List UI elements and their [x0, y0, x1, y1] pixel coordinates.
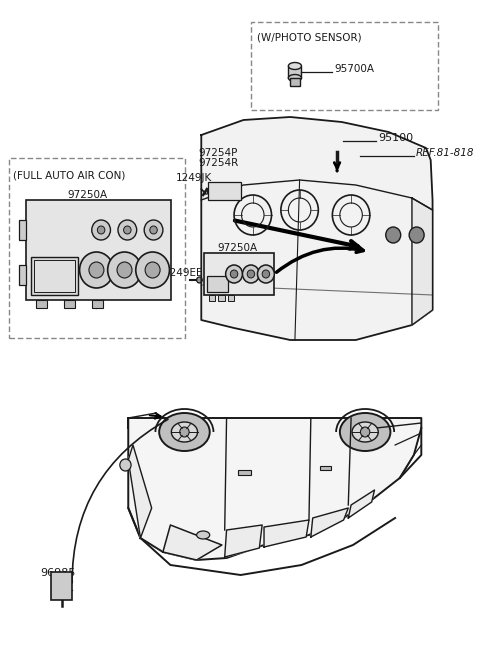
- Bar: [331, 136, 343, 146]
- Text: 97254R: 97254R: [199, 158, 239, 168]
- Ellipse shape: [352, 422, 378, 442]
- Text: 97250A: 97250A: [67, 190, 108, 200]
- Bar: [36, 300, 47, 308]
- Circle shape: [144, 220, 163, 240]
- Ellipse shape: [340, 413, 390, 451]
- Circle shape: [247, 270, 255, 278]
- Bar: [31, 257, 78, 295]
- Circle shape: [123, 226, 131, 234]
- Bar: [228, 295, 234, 301]
- Ellipse shape: [171, 422, 198, 442]
- Text: 97250A: 97250A: [217, 243, 257, 253]
- Bar: [218, 295, 225, 301]
- Bar: [288, 66, 301, 78]
- Ellipse shape: [288, 75, 301, 81]
- Polygon shape: [163, 525, 222, 560]
- Text: (W/PHOTO SENSOR): (W/PHOTO SENSOR): [256, 32, 361, 42]
- Circle shape: [207, 188, 214, 195]
- Polygon shape: [201, 117, 432, 340]
- Bar: [209, 295, 216, 301]
- Polygon shape: [128, 445, 152, 538]
- Text: 1249EE: 1249EE: [164, 268, 204, 278]
- Circle shape: [226, 265, 242, 283]
- Bar: [10, 158, 185, 338]
- Ellipse shape: [288, 62, 301, 70]
- Polygon shape: [348, 490, 374, 518]
- Circle shape: [92, 220, 110, 240]
- Bar: [26, 200, 171, 300]
- Ellipse shape: [331, 143, 343, 149]
- FancyArrowPatch shape: [276, 246, 363, 272]
- Bar: [34, 260, 75, 292]
- Circle shape: [108, 252, 142, 288]
- Bar: [208, 182, 240, 200]
- Polygon shape: [412, 198, 432, 325]
- Text: 96985: 96985: [40, 568, 76, 578]
- Bar: [92, 300, 103, 308]
- Polygon shape: [311, 508, 348, 537]
- Circle shape: [386, 227, 401, 243]
- Circle shape: [120, 459, 131, 471]
- Circle shape: [80, 252, 113, 288]
- Bar: [238, 470, 251, 475]
- Polygon shape: [128, 418, 421, 560]
- Circle shape: [145, 262, 160, 278]
- Circle shape: [136, 252, 169, 288]
- Circle shape: [262, 270, 270, 278]
- Circle shape: [150, 226, 157, 234]
- Bar: [207, 276, 228, 292]
- Circle shape: [409, 227, 424, 243]
- Circle shape: [117, 262, 132, 278]
- Circle shape: [89, 262, 104, 278]
- Circle shape: [242, 265, 259, 283]
- Text: REF.81-818: REF.81-818: [416, 148, 474, 158]
- Ellipse shape: [159, 413, 210, 451]
- Circle shape: [197, 277, 202, 283]
- Polygon shape: [225, 525, 262, 557]
- Circle shape: [180, 427, 189, 437]
- Bar: [320, 466, 331, 470]
- Circle shape: [257, 265, 275, 283]
- Polygon shape: [264, 520, 309, 547]
- Bar: [51, 572, 72, 600]
- Bar: [19, 220, 26, 240]
- Text: 1249JK: 1249JK: [176, 173, 212, 183]
- Bar: [290, 78, 300, 86]
- Bar: [204, 253, 275, 295]
- Text: 95100: 95100: [378, 133, 413, 143]
- Text: (FULL AUTO AIR CON): (FULL AUTO AIR CON): [13, 170, 125, 180]
- Text: 95700A: 95700A: [334, 64, 374, 74]
- Circle shape: [230, 270, 238, 278]
- Text: 97254P: 97254P: [199, 148, 238, 158]
- Bar: [19, 265, 26, 285]
- Ellipse shape: [197, 531, 210, 539]
- Circle shape: [97, 226, 105, 234]
- Bar: [251, 22, 438, 110]
- Circle shape: [360, 427, 370, 437]
- Circle shape: [118, 220, 137, 240]
- Bar: [64, 300, 75, 308]
- Ellipse shape: [331, 133, 343, 139]
